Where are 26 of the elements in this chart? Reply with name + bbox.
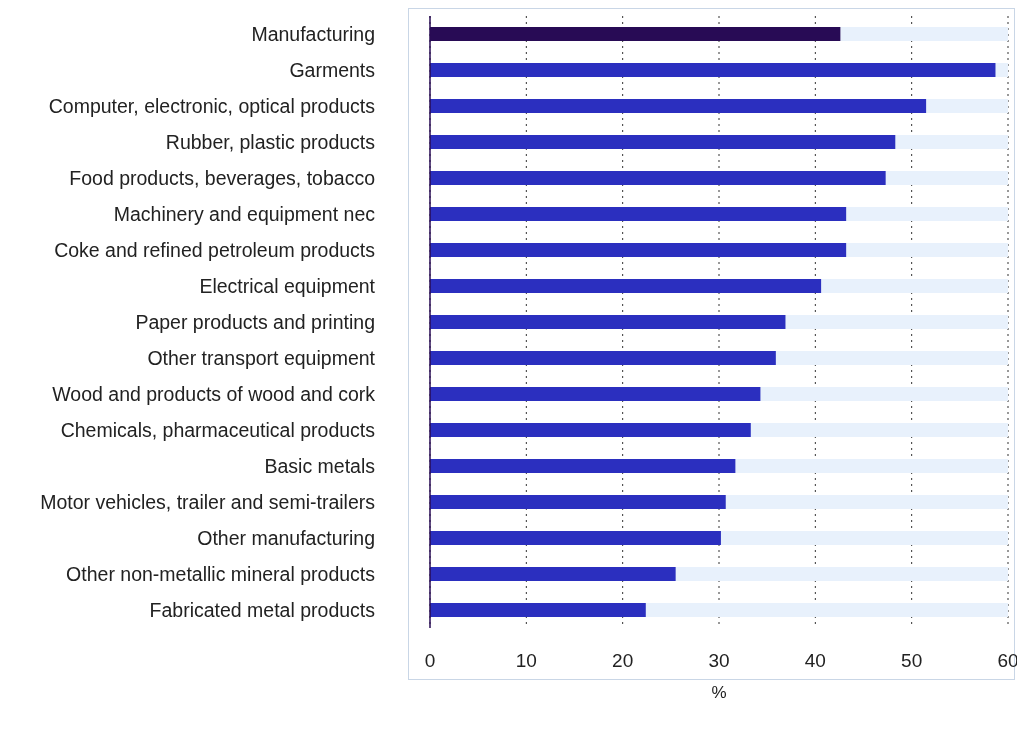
y-tick-label: Other manufacturing bbox=[197, 526, 375, 549]
y-tick-label: Other transport equipment bbox=[147, 346, 376, 369]
y-tick-label: Paper products and printing bbox=[135, 310, 375, 333]
x-tick-label: 60 bbox=[997, 650, 1019, 672]
x-tick-label: 20 bbox=[612, 650, 634, 672]
x-tick-label: 30 bbox=[708, 650, 730, 672]
y-tick-label: Wood and products of wood and cork bbox=[52, 382, 376, 405]
y-tick-label: Motor vehicles, trailer and semi-trailers bbox=[40, 490, 376, 513]
y-tick-label: Rubber, plastic products bbox=[165, 130, 376, 153]
x-tick-label: 40 bbox=[804, 650, 826, 672]
y-tick-label: Coke and refined petroleum products bbox=[54, 238, 376, 261]
y-tick-label: Garments bbox=[289, 58, 376, 81]
bar bbox=[430, 63, 996, 77]
x-axis-title: % bbox=[711, 683, 727, 702]
y-tick-label: Manufacturing bbox=[251, 22, 375, 45]
y-tick-label: Machinery and equipment nec bbox=[113, 202, 376, 225]
y-tick-label: Basic metals bbox=[264, 454, 376, 477]
y-tick-label: Fabricated metal products bbox=[149, 598, 376, 621]
x-tick-label: 50 bbox=[901, 650, 923, 672]
y-tick-label: Computer, electronic, optical products bbox=[48, 94, 376, 117]
y-tick-label: Other non-metallic mineral products bbox=[66, 562, 376, 585]
y-tick-label: Food products, beverages, tobacco bbox=[69, 166, 376, 189]
y-tick-label: Chemicals, pharmaceutical products bbox=[60, 418, 376, 441]
x-tick-label: 10 bbox=[515, 650, 537, 672]
y-tick-label: Electrical equipment bbox=[199, 274, 376, 297]
x-tick-label: 0 bbox=[424, 650, 436, 672]
